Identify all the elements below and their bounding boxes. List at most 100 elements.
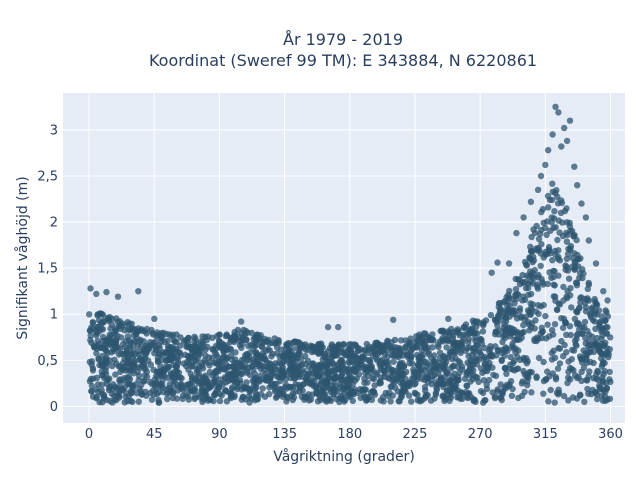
- data-point: [538, 275, 545, 283]
- data-point: [361, 346, 369, 353]
- data-point: [602, 379, 610, 387]
- data-point: [416, 353, 423, 360]
- data-point: [455, 393, 462, 401]
- data-point: [520, 321, 527, 329]
- data-point: [334, 365, 341, 372]
- data-point: [100, 394, 108, 402]
- data-point: [572, 341, 579, 348]
- data-point: [186, 355, 193, 362]
- data-point: [141, 345, 148, 352]
- data-point: [466, 361, 473, 369]
- data-point: [381, 368, 388, 375]
- data-point: [202, 391, 209, 398]
- data-point: [96, 399, 103, 406]
- data-point: [601, 352, 608, 359]
- data-point: [104, 359, 111, 366]
- data-point: [347, 347, 354, 354]
- data-point: [583, 377, 591, 384]
- data-point: [507, 365, 514, 373]
- data-point: [600, 370, 607, 378]
- data-point: [157, 363, 164, 370]
- data-point: [321, 353, 328, 360]
- data-point: [520, 356, 528, 364]
- data-point: [216, 397, 224, 405]
- data-point: [206, 362, 213, 369]
- data-point: [93, 393, 100, 401]
- data-point: [465, 339, 472, 346]
- data-point: [524, 307, 532, 314]
- data-point: [361, 379, 368, 387]
- data-point: [285, 346, 292, 353]
- data-point: [591, 298, 599, 305]
- data-point: [172, 372, 179, 379]
- data-point: [116, 376, 124, 383]
- data-point: [574, 374, 581, 382]
- data-point: [202, 352, 209, 359]
- data-point: [231, 359, 238, 367]
- data-point: [125, 337, 133, 344]
- data-point: [543, 376, 550, 383]
- data-point: [138, 327, 146, 334]
- data-point: [538, 241, 545, 248]
- data-point: [415, 361, 422, 368]
- data-point: [540, 219, 547, 227]
- data-point: [529, 248, 536, 255]
- data-point: [279, 393, 286, 400]
- data-point: [557, 209, 565, 217]
- data-point: [435, 341, 442, 348]
- data-point: [358, 353, 365, 361]
- data-point: [87, 332, 94, 339]
- data-point: [606, 368, 613, 376]
- data-point: [345, 384, 352, 391]
- data-point: [86, 311, 93, 318]
- data-point: [408, 347, 415, 354]
- data-point: [420, 343, 427, 351]
- data-point: [196, 394, 204, 401]
- data-point: [240, 334, 248, 341]
- data-point: [397, 367, 404, 374]
- data-point: [88, 324, 95, 331]
- data-point: [199, 339, 206, 346]
- data-point: [185, 381, 192, 388]
- data-point: [489, 389, 496, 396]
- data-point: [449, 339, 456, 347]
- data-point: [599, 386, 606, 393]
- data-point: [187, 370, 194, 378]
- data-point: [88, 361, 95, 368]
- data-point: [540, 358, 547, 366]
- data-point: [567, 227, 574, 234]
- data-point: [352, 377, 359, 384]
- data-point: [354, 365, 361, 372]
- data-point: [121, 355, 128, 363]
- data-point: [130, 346, 137, 353]
- data-point: [555, 217, 562, 224]
- data-point: [276, 385, 284, 393]
- data-point: [477, 351, 485, 358]
- data-point: [298, 393, 306, 400]
- data-point: [542, 312, 549, 320]
- data-point: [537, 303, 544, 310]
- data-point: [558, 337, 565, 345]
- data-point: [582, 214, 590, 221]
- data-point: [289, 365, 296, 373]
- data-point: [234, 383, 241, 391]
- data-point: [423, 374, 430, 381]
- data-point: [324, 395, 332, 402]
- data-point: [114, 344, 122, 351]
- data-point: [332, 387, 339, 394]
- data-point: [579, 330, 586, 337]
- data-point: [369, 352, 377, 359]
- data-point: [324, 323, 332, 331]
- data-point: [594, 367, 601, 375]
- data-point: [285, 357, 293, 364]
- data-point: [548, 326, 556, 334]
- data-point: [533, 334, 541, 341]
- data-point: [439, 327, 446, 334]
- data-point: [525, 321, 533, 328]
- data-point: [606, 395, 614, 402]
- data-point: [535, 354, 543, 362]
- data-point: [544, 321, 551, 328]
- data-point: [102, 347, 110, 355]
- data-point: [607, 334, 614, 341]
- data-point: [547, 227, 554, 234]
